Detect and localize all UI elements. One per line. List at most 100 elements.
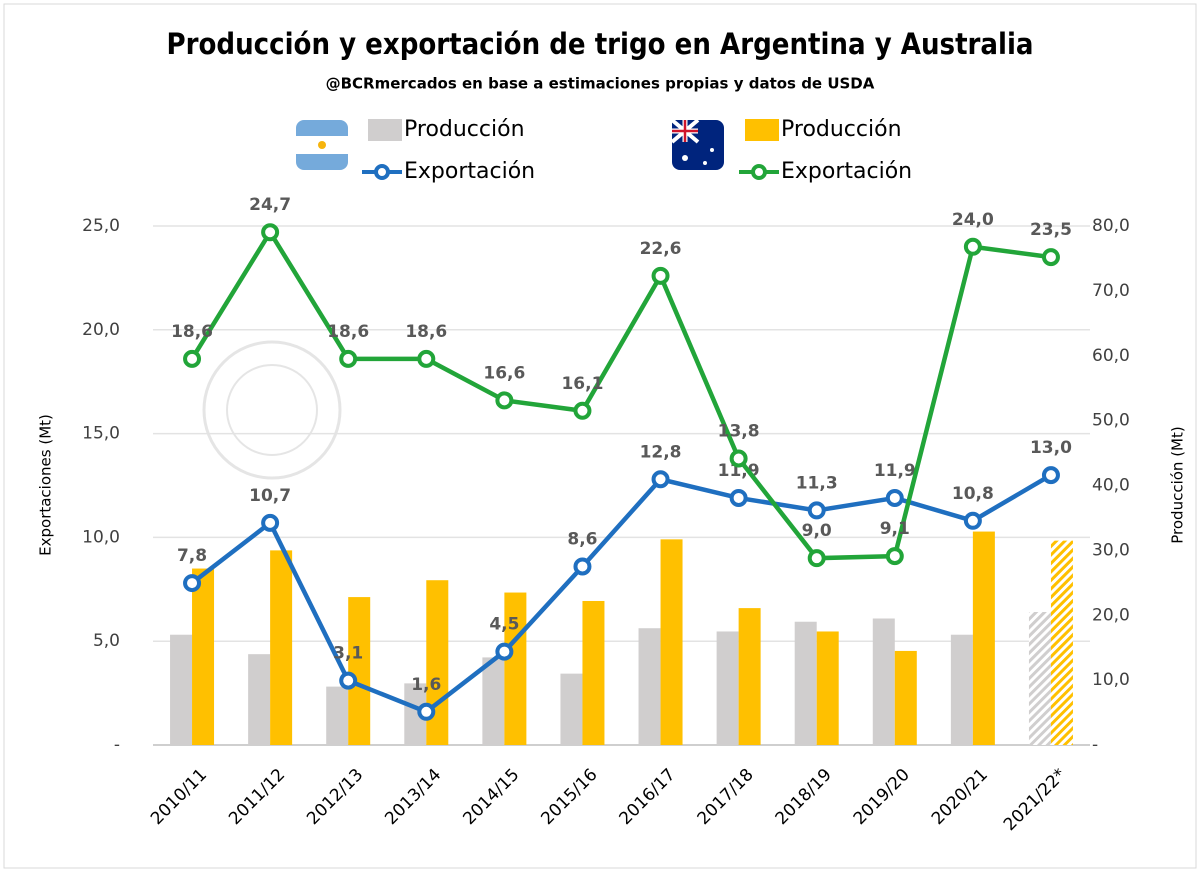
- line-marker: [495, 391, 514, 410]
- y2-tick-label: 20,0: [1092, 605, 1130, 625]
- chart-title: Producción y exportación de trigo en Arg…: [166, 27, 1033, 61]
- data-label: 8,6: [567, 529, 597, 549]
- bar: [270, 550, 293, 745]
- data-label: 7,8: [177, 546, 207, 566]
- data-label: 9,1: [880, 519, 910, 539]
- line-marker: [417, 349, 436, 368]
- data-label: 18,6: [327, 322, 369, 342]
- data-label: 10,8: [952, 484, 994, 504]
- data-label: 12,8: [640, 442, 682, 462]
- bar: [582, 600, 605, 745]
- line-marker: [261, 513, 280, 532]
- flag-australia: [670, 118, 724, 170]
- y2-tick-label: 40,0: [1092, 476, 1130, 496]
- bar: [1028, 612, 1051, 745]
- y2-tick-label: 70,0: [1092, 281, 1130, 301]
- bar: [426, 580, 449, 745]
- y2-tick-label: 10,0: [1092, 670, 1130, 690]
- y-tick-label: -: [114, 735, 120, 755]
- bar: [816, 631, 839, 745]
- line-marker: [573, 557, 592, 576]
- data-label: 3,1: [333, 644, 363, 664]
- bar: [348, 597, 371, 745]
- line-marker: [1041, 248, 1060, 267]
- y2-tick-label: 60,0: [1092, 346, 1130, 366]
- data-label: 11,9: [718, 461, 760, 481]
- data-label: 23,5: [1030, 220, 1072, 240]
- bar: [482, 657, 505, 745]
- bar: [326, 686, 349, 745]
- line-marker: [651, 470, 670, 489]
- y2-tick-label: 80,0: [1092, 216, 1130, 236]
- bar: [894, 650, 917, 745]
- data-label: 4,5: [489, 615, 519, 635]
- line-marker: [729, 449, 748, 468]
- bar: [794, 621, 817, 745]
- line-marker: [651, 266, 670, 285]
- y-tick-label: 5,0: [93, 631, 120, 651]
- bar: [638, 628, 661, 745]
- data-label: 24,0: [952, 210, 994, 230]
- data-label: 11,3: [796, 473, 838, 493]
- line: [190, 227, 1052, 561]
- bar: [660, 539, 683, 745]
- legend-marker: [751, 164, 767, 180]
- line-marker: [885, 488, 904, 507]
- bar: [1050, 540, 1073, 745]
- y2-tick-label: -: [1092, 735, 1098, 755]
- chart-subtitle: @BCRmercados en base a estimaciones prop…: [326, 75, 875, 93]
- data-label: 18,6: [171, 322, 213, 342]
- data-label: 9,0: [802, 521, 832, 541]
- line-marker: [573, 401, 592, 420]
- legend-label: Exportación: [781, 159, 912, 184]
- data-label: 16,6: [483, 363, 525, 383]
- y-tick-label: 15,0: [82, 424, 120, 444]
- y-axis-title: Exportaciones (Mt): [37, 414, 55, 556]
- bar: [972, 531, 995, 745]
- line-marker: [807, 501, 826, 520]
- flag-argentina: [296, 120, 348, 170]
- legend-label: Producción: [404, 117, 525, 142]
- bar: [560, 673, 583, 745]
- y-tick-label: 10,0: [82, 527, 120, 547]
- y2-axis-title: Producción (Mt): [1169, 426, 1187, 543]
- bar: [248, 654, 271, 745]
- data-label: 16,1: [561, 374, 603, 394]
- legend-marker: [374, 164, 390, 180]
- data-label: 13,8: [718, 422, 760, 442]
- data-label: 10,7: [249, 486, 291, 506]
- data-label: 11,9: [874, 461, 916, 481]
- bar: [950, 634, 973, 745]
- data-label: 18,6: [405, 322, 447, 342]
- line-marker: [807, 549, 826, 568]
- line-marker: [417, 702, 436, 721]
- bar: [192, 568, 215, 745]
- line-marker: [339, 349, 358, 368]
- line-marker: [963, 511, 982, 530]
- line-marker: [183, 349, 202, 368]
- bar: [404, 683, 427, 745]
- y-tick-label: 25,0: [82, 216, 120, 236]
- line-marker: [1041, 466, 1060, 485]
- y-tick-label: 20,0: [82, 320, 120, 340]
- watermark: [202, 340, 342, 480]
- line-marker: [885, 547, 904, 566]
- y2-tick-label: 30,0: [1092, 540, 1130, 560]
- legend-label: Producción: [781, 117, 902, 142]
- data-label: 1,6: [411, 675, 441, 695]
- data-label: 13,0: [1030, 438, 1072, 458]
- line-marker: [261, 223, 280, 242]
- line-marker: [339, 671, 358, 690]
- bar: [170, 634, 193, 745]
- data-label: 24,7: [249, 195, 291, 215]
- line-marker: [963, 237, 982, 256]
- legend-swatch: [368, 119, 402, 141]
- bar: [738, 608, 761, 745]
- line-marker: [495, 642, 514, 661]
- y2-tick-label: 50,0: [1092, 411, 1130, 431]
- legend-label: Exportación: [404, 159, 535, 184]
- line-marker: [183, 574, 202, 593]
- bar: [716, 631, 739, 745]
- bar: [872, 618, 895, 745]
